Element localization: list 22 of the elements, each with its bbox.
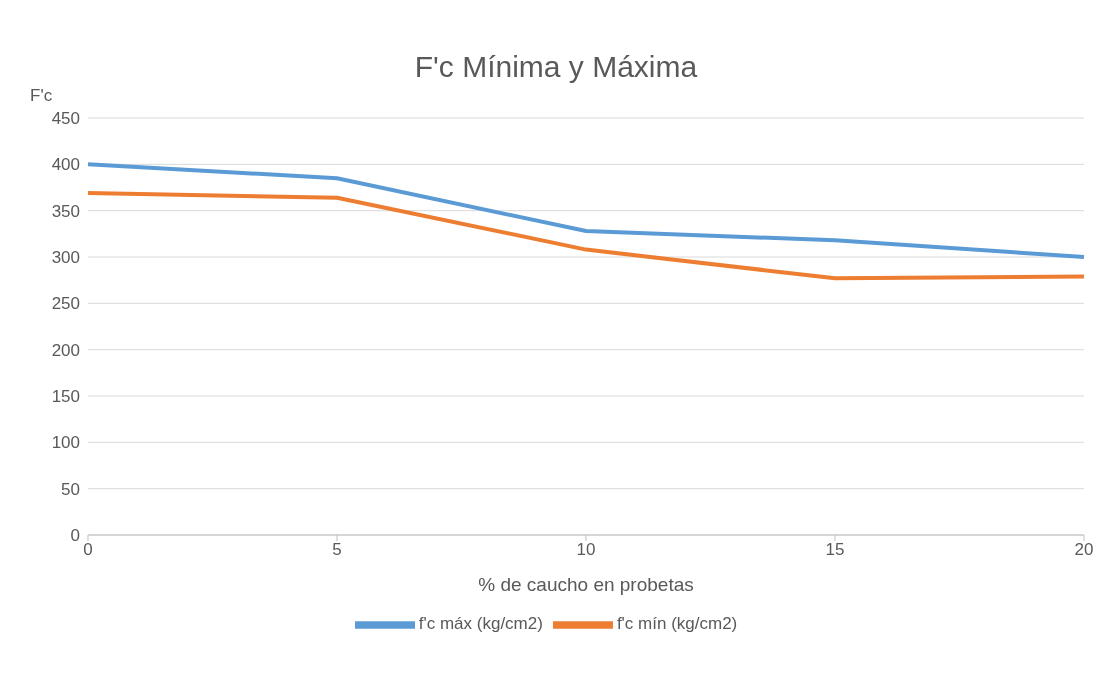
x-tick-label: 15 xyxy=(825,540,845,560)
line-series xyxy=(86,162,1086,259)
y-tick-label: 50 xyxy=(61,479,80,499)
chart-title: F'c Mínima y Máxima xyxy=(413,50,699,84)
y-tick-label: 150 xyxy=(51,387,80,407)
legend-label: f'c mín (kg/cm2) xyxy=(616,614,738,634)
x-tick-label: 0 xyxy=(83,540,93,560)
y-tick-label: 450 xyxy=(51,109,80,129)
legend-label: f'c máx (kg/cm2) xyxy=(418,614,543,634)
y-tick-label: 0 xyxy=(70,526,80,546)
x-axis-title: % de caucho en probetas xyxy=(478,574,694,595)
y-tick-label: 200 xyxy=(51,340,80,360)
y-tick-label: 350 xyxy=(51,201,80,221)
y-axis-title: F'c xyxy=(30,86,53,106)
x-tick-label: 20 xyxy=(1074,540,1094,560)
y-tick-label: 300 xyxy=(51,248,80,268)
y-tick-label: 400 xyxy=(51,155,80,175)
x-tick-label: 10 xyxy=(576,540,596,560)
y-tick-label: 100 xyxy=(51,433,80,453)
line-series xyxy=(86,191,1086,281)
x-tick-label: 5 xyxy=(332,540,342,560)
y-tick-label: 250 xyxy=(51,294,80,314)
